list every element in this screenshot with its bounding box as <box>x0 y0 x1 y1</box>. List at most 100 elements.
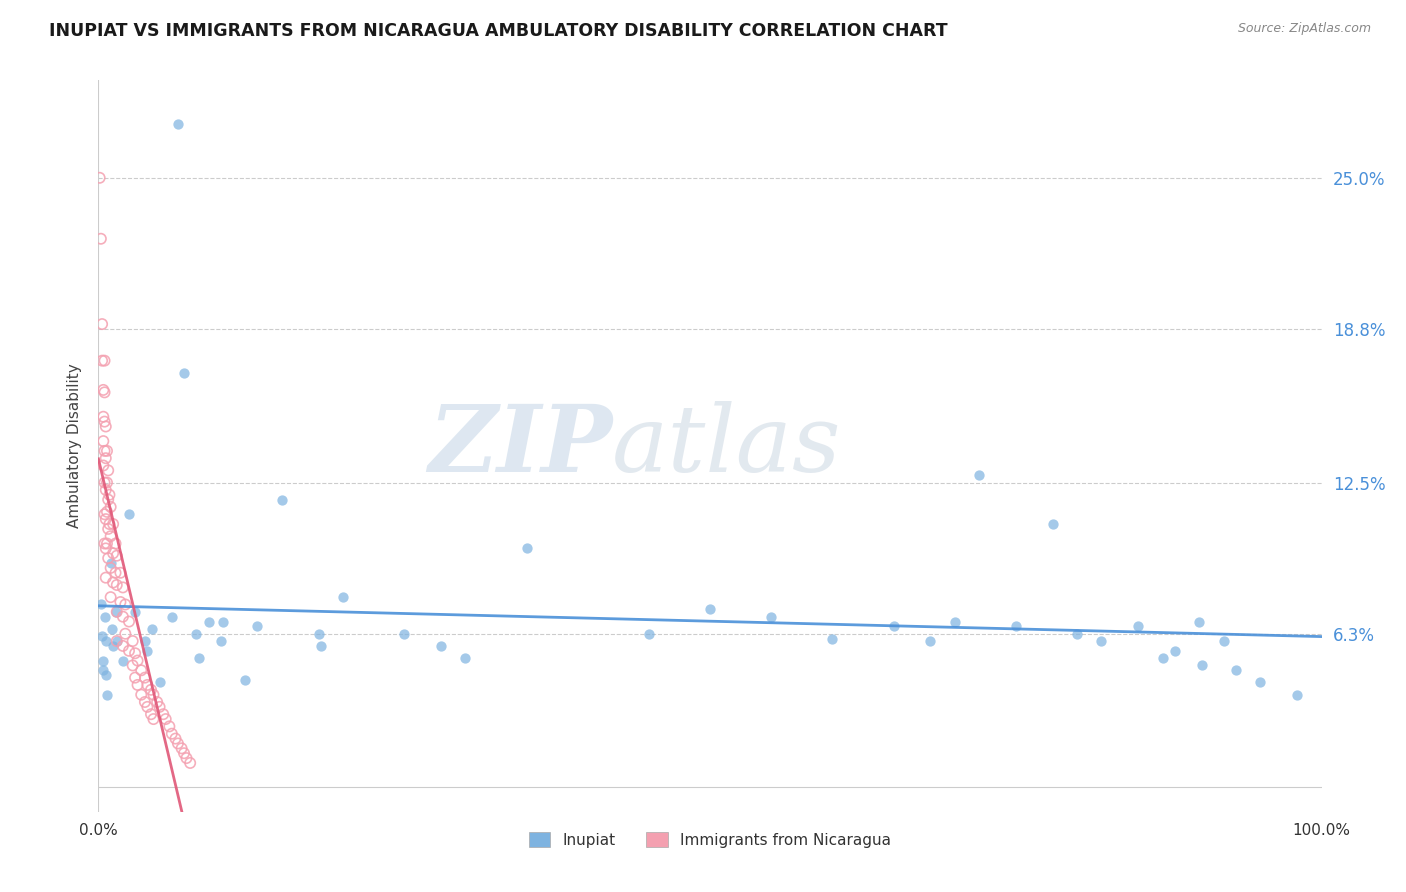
Point <box>1191 658 1213 673</box>
Text: atlas: atlas <box>612 401 842 491</box>
Point <box>94 634 117 648</box>
Point <box>308 626 330 640</box>
Point <box>943 615 966 629</box>
Point <box>97 463 120 477</box>
Point <box>134 671 156 685</box>
Point <box>114 626 136 640</box>
Point <box>101 639 124 653</box>
Point <box>1164 644 1187 658</box>
Point <box>173 366 195 380</box>
Point <box>1212 634 1234 648</box>
Point <box>129 688 152 702</box>
Text: ZIP: ZIP <box>427 401 612 491</box>
Point <box>118 508 141 522</box>
Point <box>90 598 112 612</box>
Point <box>97 492 120 507</box>
Point <box>96 505 118 519</box>
Point <box>212 615 235 629</box>
Point <box>111 609 134 624</box>
Point <box>94 668 117 682</box>
Point <box>93 508 115 522</box>
Point <box>1286 688 1309 702</box>
Point <box>104 536 127 550</box>
Point <box>170 741 193 756</box>
Point <box>165 731 187 746</box>
Point <box>430 639 453 653</box>
Point <box>96 475 118 490</box>
Point <box>146 695 169 709</box>
Point <box>93 536 115 550</box>
Point <box>129 663 152 677</box>
Point <box>89 170 111 185</box>
Point <box>94 483 117 497</box>
Point <box>155 712 177 726</box>
Point <box>136 678 159 692</box>
Point <box>209 634 232 648</box>
Point <box>104 566 127 580</box>
Point <box>111 581 134 595</box>
Point <box>134 634 156 648</box>
Point <box>93 385 115 400</box>
Point <box>1249 675 1271 690</box>
Point <box>96 536 118 550</box>
Point <box>124 605 146 619</box>
Point <box>124 646 146 660</box>
Point <box>91 383 114 397</box>
Point <box>111 639 134 653</box>
Point <box>124 671 146 685</box>
Point <box>93 475 115 490</box>
Point <box>179 756 201 770</box>
Point <box>94 512 117 526</box>
Point <box>142 688 165 702</box>
Point <box>1042 516 1064 531</box>
Point <box>157 719 180 733</box>
Point <box>187 651 209 665</box>
Point <box>967 468 990 483</box>
Point <box>1066 626 1088 640</box>
Point <box>139 682 162 697</box>
Point <box>93 443 115 458</box>
Point <box>100 556 122 570</box>
Point <box>93 415 115 429</box>
Point <box>149 675 172 690</box>
Point <box>100 529 122 543</box>
Point <box>96 443 118 458</box>
Point <box>91 317 114 331</box>
Point <box>105 634 128 648</box>
Point <box>118 615 141 629</box>
Point <box>118 644 141 658</box>
Point <box>197 615 219 629</box>
Point <box>186 626 208 640</box>
Point <box>98 488 121 502</box>
Point <box>1128 619 1150 633</box>
Point <box>1188 615 1211 629</box>
Point <box>105 605 128 619</box>
Point <box>167 117 190 131</box>
Point <box>91 458 114 473</box>
Point <box>100 590 122 604</box>
Point <box>127 654 149 668</box>
Point <box>139 707 162 722</box>
Point <box>105 578 128 592</box>
Point <box>309 639 332 653</box>
Point <box>233 673 256 687</box>
Point <box>160 727 183 741</box>
Point <box>141 622 163 636</box>
Point <box>111 654 134 668</box>
Point <box>101 575 124 590</box>
Point <box>883 619 905 633</box>
Point <box>105 549 128 563</box>
Point <box>91 654 114 668</box>
Point <box>94 451 117 466</box>
Point <box>246 619 269 633</box>
Point <box>91 409 114 424</box>
Point <box>91 663 114 677</box>
Point <box>97 522 120 536</box>
Point <box>91 629 114 643</box>
Point <box>454 651 477 665</box>
Point <box>101 516 124 531</box>
Point <box>104 605 127 619</box>
Point <box>515 541 537 556</box>
Point <box>93 609 115 624</box>
Point <box>105 634 128 648</box>
